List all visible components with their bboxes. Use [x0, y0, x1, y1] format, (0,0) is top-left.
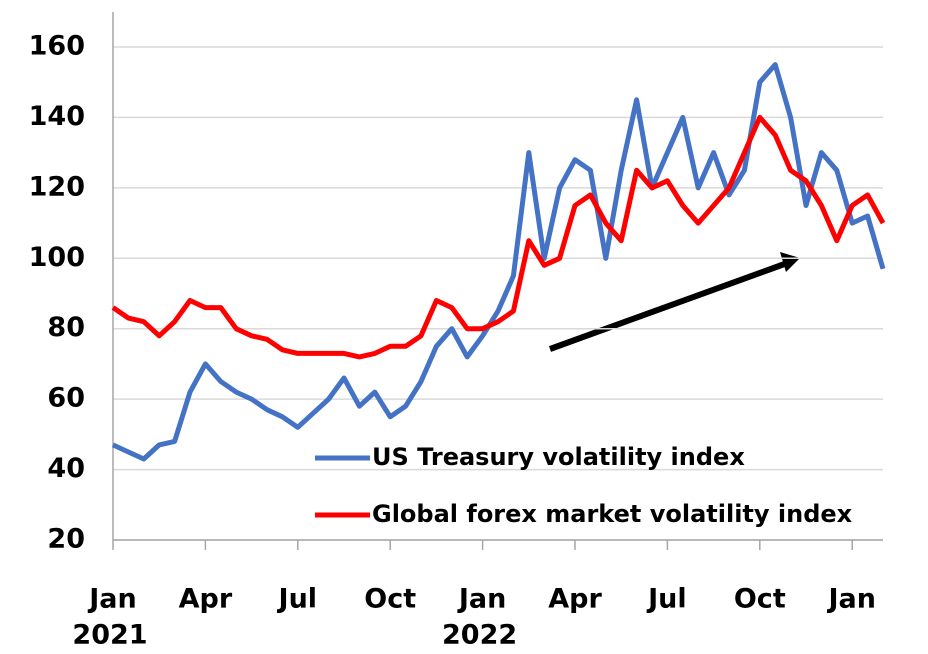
x-tick-label: Apr [548, 584, 602, 615]
y-tick-label: 80 [47, 312, 85, 343]
y-tick-label: 120 [29, 171, 85, 202]
year-label: 2022 [442, 620, 517, 651]
arrow-head [780, 252, 800, 272]
year-label: 2021 [72, 620, 147, 651]
annotation-arrow [548, 259, 792, 352]
x-tick-label: Oct [364, 584, 416, 615]
x-tick-label: Oct [734, 584, 786, 615]
y-tick-label: 60 [47, 383, 85, 414]
series-line [111, 62, 886, 462]
y-tick-label: 160 [29, 31, 85, 62]
y-tick-label: 100 [29, 242, 85, 273]
y-tick-label: 140 [29, 101, 85, 132]
x-tick-label: Jul [646, 584, 687, 615]
x-tick-label: Apr [179, 584, 233, 615]
x-tick-label: Jan [826, 584, 876, 615]
x-tick-label: Jan [457, 584, 507, 615]
y-tick-label: 20 [47, 524, 85, 555]
x-tick-label: Jan [87, 584, 137, 615]
series-line [111, 114, 886, 360]
x-tick-label: Jul [277, 584, 318, 615]
legend-label: US Treasury volatility index [372, 443, 745, 471]
y-tick-label: 40 [47, 453, 85, 484]
legend-label: Global forex market volatility index [372, 500, 853, 528]
